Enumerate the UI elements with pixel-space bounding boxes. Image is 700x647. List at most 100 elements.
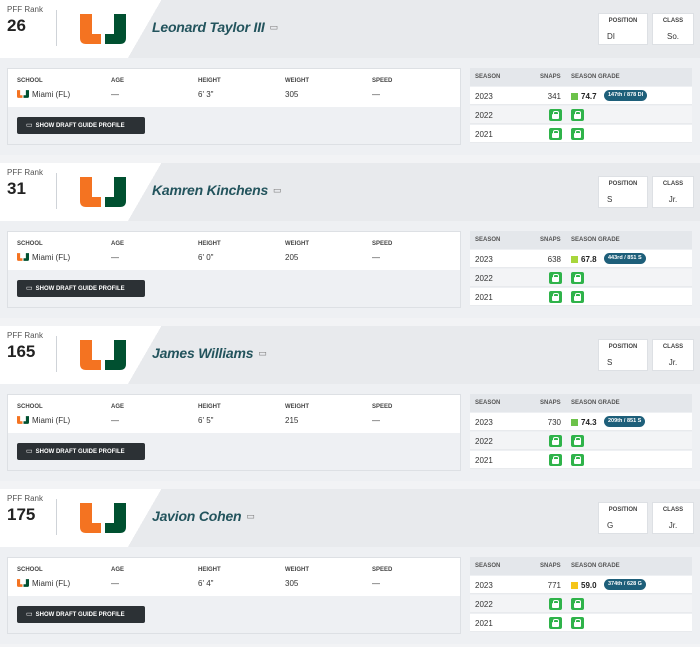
player-name-text[interactable]: Javion Cohen xyxy=(152,508,242,524)
lock-icon[interactable] xyxy=(549,109,562,121)
player-card: PFF Rank 165 James Williams ▭ POSITION S … xyxy=(0,326,700,481)
class-value: Jr. xyxy=(668,195,678,204)
season-row: 2021 xyxy=(470,614,692,632)
draft-button-label: SHOW DRAFT GUIDE PROFILE xyxy=(35,123,125,129)
chat-icon[interactable]: ▭ xyxy=(246,511,255,521)
show-draft-guide-button[interactable]: ▭ SHOW DRAFT GUIDE PROFILE xyxy=(17,443,145,460)
position-label: POSITION xyxy=(608,507,638,513)
season-table: SEASON SNAPS SEASON GRADE 2023 771 59.0 … xyxy=(470,557,692,634)
chat-icon: ▭ xyxy=(26,611,33,618)
class-box: CLASS Jr. xyxy=(652,502,694,534)
info-footer: ▭ SHOW DRAFT GUIDE PROFILE xyxy=(8,107,460,144)
player-name[interactable]: Javion Cohen ▭ xyxy=(152,508,255,524)
school-label: SCHOOL xyxy=(17,78,43,84)
season-grade: 67.8 xyxy=(571,255,597,264)
player-name-text[interactable]: Leonard Taylor III xyxy=(152,19,265,35)
player-name-text[interactable]: James Williams xyxy=(152,345,254,361)
speed-value: — xyxy=(372,90,380,99)
snaps-col-header: SNAPS xyxy=(540,563,561,569)
lock-icon[interactable] xyxy=(571,598,584,610)
miami-u-logo-small xyxy=(17,90,29,98)
lock-icon[interactable] xyxy=(571,128,584,140)
player-name[interactable]: James Williams ▭ xyxy=(152,345,267,361)
school-name: Miami (FL) xyxy=(32,253,71,262)
miami-u-logo xyxy=(80,177,126,207)
weight-value: 205 xyxy=(285,253,299,262)
snaps-col-header: SNAPS xyxy=(540,74,561,80)
player-card: PFF Rank 31 Kamren Kinchens ▭ POSITION S … xyxy=(0,163,700,318)
lock-icon[interactable] xyxy=(549,435,562,447)
speed-value: — xyxy=(372,579,380,588)
player-name[interactable]: Leonard Taylor III ▭ xyxy=(152,19,278,35)
pff-rank-value: 26 xyxy=(7,16,26,35)
position-value: DI xyxy=(607,32,615,41)
lock-icon[interactable] xyxy=(571,435,584,447)
season-table: SEASON SNAPS SEASON GRADE 2023 638 67.8 … xyxy=(470,231,692,308)
position-box: POSITION S xyxy=(598,339,648,371)
lock-icon[interactable] xyxy=(549,128,562,140)
school-value: Miami (FL) xyxy=(17,90,70,99)
grade-value: 59.0 xyxy=(581,581,597,590)
season-table-header: SEASON SNAPS SEASON GRADE xyxy=(470,231,692,249)
weight-label: WEIGHT xyxy=(285,567,309,573)
season-table: SEASON SNAPS SEASON GRADE 2023 341 74.7 … xyxy=(470,68,692,145)
height-label: HEIGHT xyxy=(198,567,221,573)
position-box: POSITION DI xyxy=(598,13,648,45)
lock-icon[interactable] xyxy=(549,272,562,284)
season-snaps: 638 xyxy=(547,255,561,264)
season-table-header: SEASON SNAPS SEASON GRADE xyxy=(470,68,692,86)
player-name[interactable]: Kamren Kinchens ▭ xyxy=(152,182,282,198)
divider xyxy=(56,10,57,46)
position-value: S xyxy=(607,195,613,204)
miami-u-logo-small xyxy=(17,579,29,587)
season-year: 2023 xyxy=(475,418,493,427)
season-row: 2022 xyxy=(470,432,692,450)
miami-u-logo-small xyxy=(17,416,29,424)
player-name-text[interactable]: Kamren Kinchens xyxy=(152,182,269,198)
grade-rank-badge: 443rd / 851 S xyxy=(604,253,646,264)
miami-u-logo xyxy=(80,14,126,44)
lock-icon[interactable] xyxy=(549,291,562,303)
grade-rank-badge: 209th / 851 S xyxy=(604,416,646,427)
chat-icon: ▭ xyxy=(26,448,33,455)
season-year: 2023 xyxy=(475,581,493,590)
lock-icon[interactable] xyxy=(571,272,584,284)
show-draft-guide-button[interactable]: ▭ SHOW DRAFT GUIDE PROFILE xyxy=(17,117,145,134)
speed-label: SPEED xyxy=(372,241,393,247)
class-box: CLASS Jr. xyxy=(652,176,694,208)
divider xyxy=(56,336,57,372)
season-year: 2021 xyxy=(475,619,493,628)
lock-icon[interactable] xyxy=(571,291,584,303)
school-value: Miami (FL) xyxy=(17,253,70,262)
draft-button-label: SHOW DRAFT GUIDE PROFILE xyxy=(35,612,125,618)
season-row: 2023 771 59.0 374th / 628 G xyxy=(470,576,692,594)
season-year: 2021 xyxy=(475,293,493,302)
pff-rank-label: PFF Rank xyxy=(7,331,44,340)
lock-icon[interactable] xyxy=(571,109,584,121)
lock-icon[interactable] xyxy=(549,617,562,629)
season-row: 2022 xyxy=(470,106,692,124)
lock-icon[interactable] xyxy=(571,454,584,466)
speed-label: SPEED xyxy=(372,404,393,410)
age-value: — xyxy=(111,253,119,262)
chat-icon[interactable]: ▭ xyxy=(273,185,282,195)
height-label: HEIGHT xyxy=(198,78,221,84)
show-draft-guide-button[interactable]: ▭ SHOW DRAFT GUIDE PROFILE xyxy=(17,280,145,297)
lock-icon[interactable] xyxy=(549,454,562,466)
lock-icon[interactable] xyxy=(549,598,562,610)
school-value: Miami (FL) xyxy=(17,579,70,588)
grade-rank-badge: 374th / 628 G xyxy=(604,579,646,590)
lock-icon[interactable] xyxy=(571,617,584,629)
position-box: POSITION S xyxy=(598,176,648,208)
grade-color-icon xyxy=(571,582,578,589)
school-label: SCHOOL xyxy=(17,567,43,573)
divider xyxy=(56,499,57,535)
chat-icon[interactable]: ▭ xyxy=(258,348,267,358)
draft-button-label: SHOW DRAFT GUIDE PROFILE xyxy=(35,286,125,292)
show-draft-guide-button[interactable]: ▭ SHOW DRAFT GUIDE PROFILE xyxy=(17,606,145,623)
chat-icon[interactable]: ▭ xyxy=(269,22,279,32)
position-value: G xyxy=(607,521,614,530)
info-footer: ▭ SHOW DRAFT GUIDE PROFILE xyxy=(8,433,460,470)
school-label: SCHOOL xyxy=(17,241,43,247)
divider xyxy=(56,173,57,209)
